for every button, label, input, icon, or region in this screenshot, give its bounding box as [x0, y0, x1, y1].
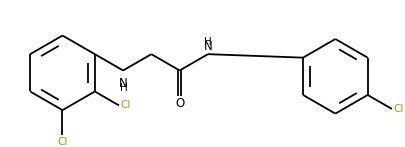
Text: O: O: [175, 97, 184, 110]
Text: Cl: Cl: [58, 137, 68, 147]
Text: N: N: [119, 77, 128, 90]
Text: Cl: Cl: [393, 104, 403, 114]
Text: H: H: [120, 83, 128, 93]
Text: N: N: [204, 40, 212, 53]
Text: H: H: [204, 37, 212, 47]
Text: Cl: Cl: [120, 100, 130, 110]
